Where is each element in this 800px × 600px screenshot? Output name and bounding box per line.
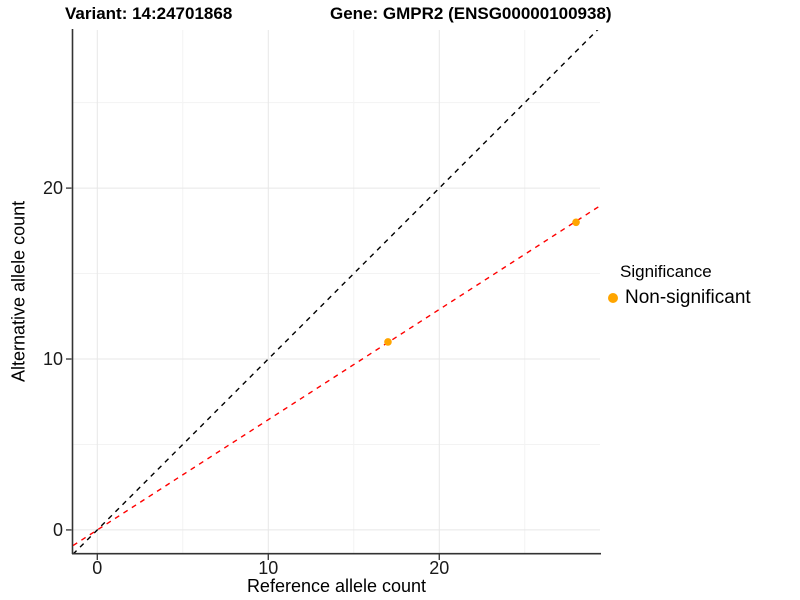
- legend-title: Significance: [620, 262, 712, 281]
- data-point[interactable]: [572, 218, 580, 227]
- x-tick-label: 0: [92, 558, 103, 578]
- x-tick-label: 20: [429, 558, 450, 578]
- legend-point-icon: [608, 293, 618, 303]
- legend: Significance Non-significant: [608, 262, 751, 309]
- y-tick-label: 20: [42, 178, 63, 199]
- data-point[interactable]: [384, 338, 392, 346]
- plot-title-gene: Gene: GMPR2 (ENSG00000100938): [330, 4, 612, 23]
- legend-items: Non-significant: [608, 287, 751, 309]
- fit-line: [73, 205, 600, 547]
- legend-item-label: Non-significant: [625, 287, 751, 308]
- x-tick-label: 10: [258, 558, 279, 578]
- legend-item[interactable]: Non-significant: [608, 287, 751, 309]
- y-axis-title: Alternative allele count: [8, 200, 29, 383]
- identity-line: [73, 30, 599, 553]
- plot-title-variant: Variant: 14:24701868: [65, 4, 233, 23]
- y-tick-label: 0: [52, 519, 63, 540]
- y-tick-label: 10: [42, 349, 63, 369]
- x-axis-title: Reference allele count: [246, 576, 427, 596]
